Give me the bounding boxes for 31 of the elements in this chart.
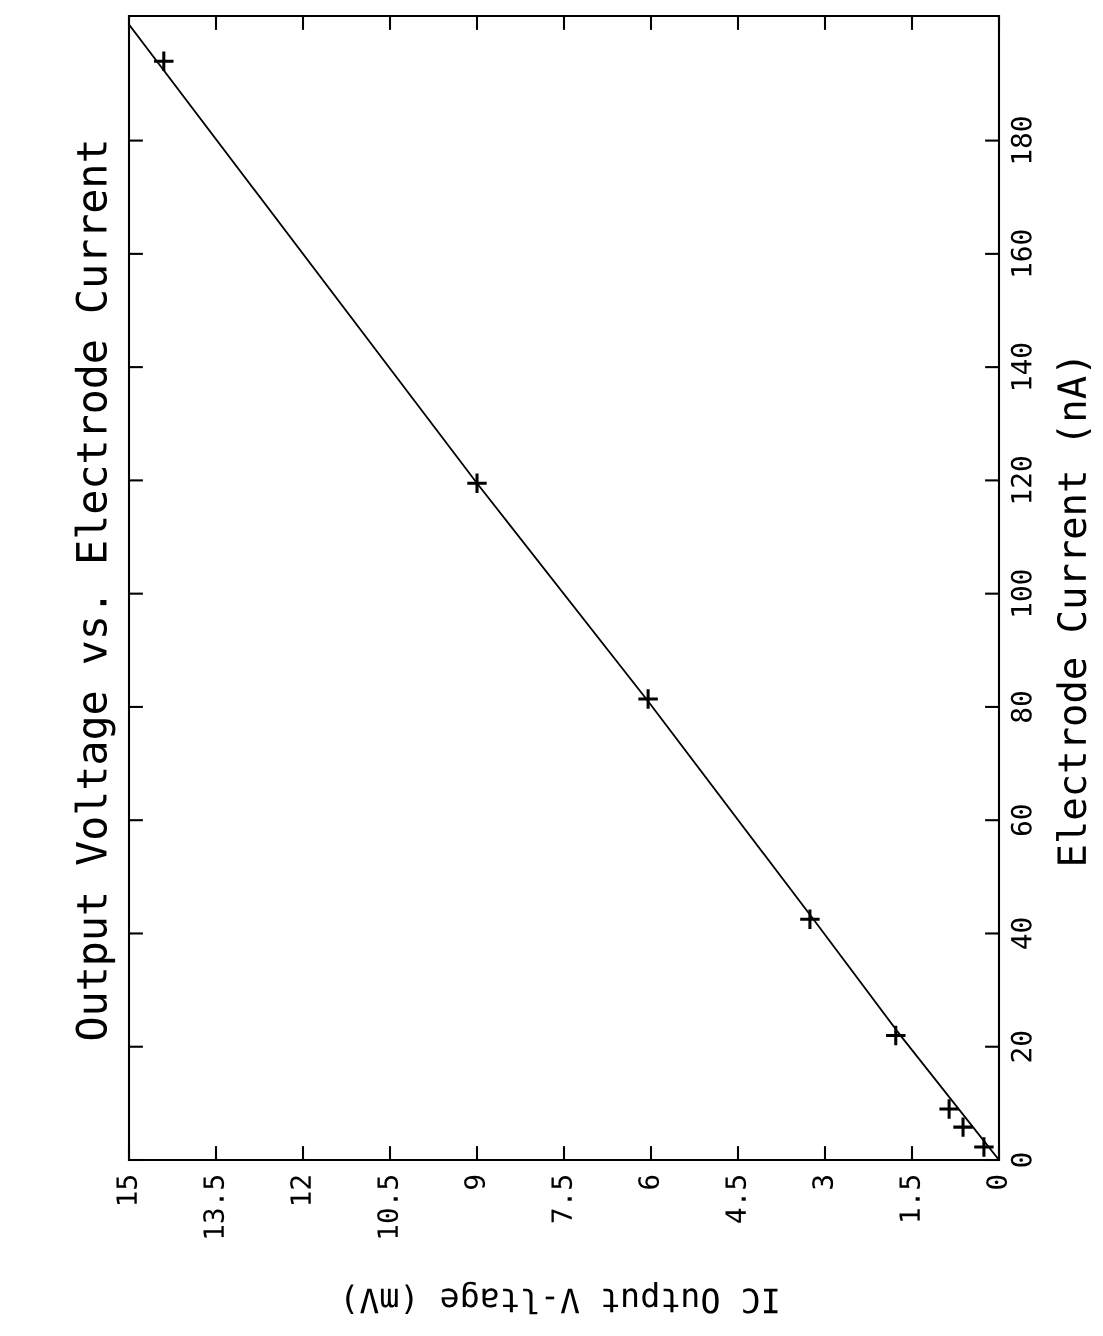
y-tick-label: 160 [1010, 230, 1032, 276]
y-tick-label: 140 [1010, 343, 1032, 389]
y-tick-label: 0 [1010, 1153, 1032, 1167]
x-tick-label: 10.5 [377, 1176, 399, 1238]
y-tick-label: 120 [1010, 457, 1032, 503]
x-tick-label: 13.5 [203, 1176, 225, 1238]
y-axis-title: Electrode Current (nA) [1056, 360, 1091, 864]
x-axis-title: IC Output V-ltage (mV) [346, 1281, 778, 1315]
point [937, 1097, 961, 1121]
x-tick-label: 4.5 [725, 1176, 747, 1223]
x-tick-label: 0 [986, 1175, 1008, 1189]
x-tick-label: 7.5 [551, 1176, 573, 1223]
point [636, 687, 660, 711]
x-tick-label: 6 [638, 1175, 660, 1189]
point [798, 908, 822, 931]
text: Output Voltage vs. Electrode Current [74, 142, 116, 1040]
y-tick-label: 40 [1010, 918, 1032, 949]
point [884, 1024, 908, 1047]
x-tick-label: 9 [464, 1175, 486, 1189]
y-tick-label: 80 [1010, 692, 1032, 722]
x-tick-label: 3 [812, 1175, 834, 1189]
point [465, 471, 489, 495]
y-tick-label: 60 [1010, 805, 1032, 836]
y-tick-label: 180 [1010, 117, 1032, 163]
x-tick-label: 15 [116, 1176, 138, 1204]
y-tick-label: 20 [1010, 1031, 1032, 1062]
x-tick-label: 12 [290, 1176, 311, 1204]
point [951, 1115, 975, 1139]
x-tick-label: 1.5 [899, 1176, 921, 1221]
y-tick-label: 100 [1010, 570, 1032, 616]
point [152, 50, 176, 73]
